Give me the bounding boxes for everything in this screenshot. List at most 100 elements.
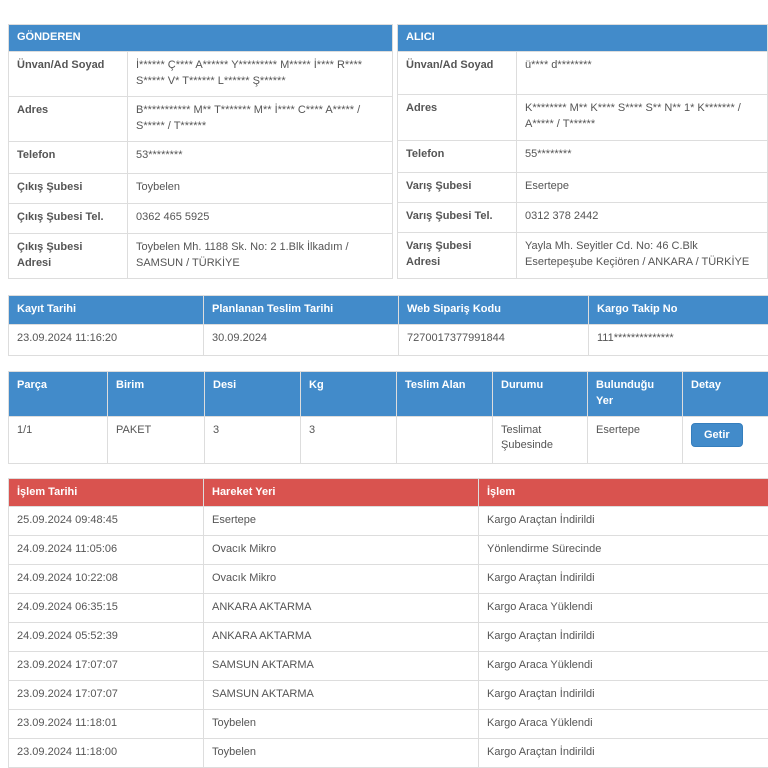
field-label: Ünvan/Ad Soyad [397, 51, 517, 96]
history-location: Toybelen [203, 737, 479, 768]
history-action: Kargo Araçtan İndirildi [478, 622, 768, 653]
history-location: SAMSUN AKTARMA [203, 651, 479, 682]
history-date: 23.09.2024 11:18:01 [8, 709, 204, 739]
column-header: Detay [682, 370, 768, 417]
table-row: Çıkış Şubesi Adresi Toybelen Mh. 1188 Sk… [8, 232, 393, 279]
field-value: 0312 378 2442 [516, 202, 768, 234]
column-header: İşlem Tarihi [8, 477, 204, 508]
history-action: Kargo Araçtan İndirildi [478, 506, 768, 537]
field-value: Yayla Mh. Seyitler Cd. No: 46 C.Blk Eser… [516, 232, 768, 279]
movement-history-table: İşlem Tarihi Hareket Yeri İşlem 25.09.20… [8, 477, 768, 768]
table-row: Ünvan/Ad Soyad İ****** Ç**** A****** Y**… [8, 50, 393, 97]
history-row: 24.09.2024 10:22:08 Ovacık Mikro Kargo A… [8, 564, 768, 595]
history-action: Kargo Araçtan İndirildi [478, 680, 768, 710]
field-label: Telefon [397, 139, 517, 173]
column-header: Kayıt Tarihi [8, 294, 204, 325]
getir-button[interactable]: Getir [691, 422, 743, 447]
history-location: Toybelen [203, 709, 479, 739]
history-action: Kargo Araca Yüklendi [478, 651, 768, 682]
column-header: Kg [300, 370, 397, 417]
field-label: Varış Şubesi [397, 171, 517, 204]
field-value: 0362 465 5925 [127, 202, 393, 234]
history-location: Ovacık Mikro [203, 564, 479, 595]
receiver-info-table: ALICI Ünvan/Ad Soyad ü**** d******** Adr… [397, 23, 768, 279]
table-row: 1/1 PAKET 3 3 Teslimat Şubesinde Esertep… [8, 415, 768, 464]
column-header: İşlem [478, 477, 768, 508]
history-row: 24.09.2024 11:05:06 Ovacık Mikro Yönlend… [8, 535, 768, 566]
column-header: Birim [107, 370, 205, 417]
field-value: 55******** [516, 139, 768, 173]
table-row: Çıkış Şubesi Toybelen [8, 172, 393, 204]
history-location: Ovacık Mikro [203, 535, 479, 566]
column-header: Parça [8, 370, 108, 417]
table-row: 23.09.2024 11:16:20 30.09.2024 727001737… [8, 323, 768, 356]
field-value: Esertepe [516, 171, 768, 204]
history-date: 23.09.2024 11:18:00 [8, 737, 204, 768]
field-value: İ****** Ç**** A****** Y********* M***** … [127, 50, 393, 97]
field-label: Adres [397, 94, 517, 141]
history-date: 23.09.2024 17:07:07 [8, 651, 204, 682]
field-label: Varış Şubesi Tel. [397, 202, 517, 234]
detail-cell: Getir [682, 415, 768, 464]
history-row: 23.09.2024 11:18:01 Toybelen Kargo Araca… [8, 709, 768, 739]
sender-header: GÖNDEREN [8, 24, 393, 52]
planned-delivery-value: 30.09.2024 [203, 323, 399, 356]
field-value: B*********** M** T******* M** İ**** C***… [127, 95, 393, 142]
history-date: 24.09.2024 11:05:06 [8, 535, 204, 566]
field-value: Toybelen [127, 172, 393, 204]
kg-value: 3 [300, 415, 397, 464]
shipment-summary-table: Kayıt Tarihi Planlanan Teslim Tarihi Web… [8, 294, 768, 356]
field-value: ü**** d******** [516, 51, 768, 96]
tracking-number-value: 111************** [588, 323, 768, 356]
history-row: 24.09.2024 06:35:15 ANKARA AKTARMA Kargo… [8, 593, 768, 624]
history-action: Kargo Araca Yüklendi [478, 593, 768, 624]
piece-value: 1/1 [8, 415, 108, 464]
history-date: 24.09.2024 06:35:15 [8, 593, 204, 624]
history-row: 23.09.2024 11:18:00 Toybelen Kargo Araçt… [8, 737, 768, 768]
package-table: Parça Birim Desi Kg Teslim Alan Durumu B… [8, 370, 768, 464]
table-row: Varış Şubesi Adresi Yayla Mh. Seyitler C… [397, 232, 768, 279]
history-action: Kargo Araçtan İndirildi [478, 564, 768, 595]
status-value: Teslimat Şubesinde [492, 415, 588, 464]
column-header: Kargo Takip No [588, 294, 768, 325]
current-location-value: Esertepe [587, 415, 683, 464]
table-row: Adres B*********** M** T******* M** İ***… [8, 95, 393, 142]
column-header: Desi [204, 370, 301, 417]
party-section: GÖNDEREN Ünvan/Ad Soyad İ****** Ç**** A*… [8, 23, 768, 279]
history-row: 23.09.2024 17:07:07 SAMSUN AKTARMA Kargo… [8, 680, 768, 710]
unit-value: PAKET [107, 415, 205, 464]
history-location: Esertepe [203, 506, 479, 537]
column-header: Planlanan Teslim Tarihi [203, 294, 399, 325]
field-label: Çıkış Şubesi Adresi [8, 232, 128, 279]
field-label: Ünvan/Ad Soyad [8, 50, 128, 97]
history-date: 24.09.2024 10:22:08 [8, 564, 204, 595]
table-row: Telefon 53******** [8, 140, 393, 174]
column-header: Durumu [492, 370, 588, 417]
history-action: Yönlendirme Sürecinde [478, 535, 768, 566]
desi-value: 3 [204, 415, 301, 464]
sender-info-table: GÖNDEREN Ünvan/Ad Soyad İ****** Ç**** A*… [8, 24, 393, 279]
history-location: ANKARA AKTARMA [203, 622, 479, 653]
history-row: 25.09.2024 09:48:45 Esertepe Kargo Araçt… [8, 506, 768, 537]
field-value: 53******** [127, 140, 393, 174]
column-header: Bulunduğu Yer [587, 370, 683, 417]
field-label: Adres [8, 95, 128, 142]
history-action: Kargo Araca Yüklendi [478, 709, 768, 739]
table-row: Varış Şubesi Esertepe [397, 171, 768, 204]
table-row: Çıkış Şubesi Tel. 0362 465 5925 [8, 202, 393, 234]
history-location: ANKARA AKTARMA [203, 593, 479, 624]
received-by-value [396, 415, 493, 464]
field-label: Telefon [8, 140, 128, 174]
field-value: Toybelen Mh. 1188 Sk. No: 2 1.Blk İlkadı… [127, 232, 393, 279]
history-location: SAMSUN AKTARMA [203, 680, 479, 710]
history-date: 25.09.2024 09:48:45 [8, 506, 204, 537]
column-header: Hareket Yeri [203, 477, 479, 508]
tracking-page: GÖNDEREN Ünvan/Ad Soyad İ****** Ç**** A*… [8, 23, 768, 768]
field-label: Varış Şubesi Adresi [397, 232, 517, 279]
field-value: K******** M** K**** S**** S** N** 1* K**… [516, 94, 768, 141]
history-date: 24.09.2024 05:52:39 [8, 622, 204, 653]
table-row: Varış Şubesi Tel. 0312 378 2442 [397, 202, 768, 234]
record-date-value: 23.09.2024 11:16:20 [8, 323, 204, 356]
column-header: Web Sipariş Kodu [398, 294, 589, 325]
history-action: Kargo Araçtan İndirildi [478, 737, 768, 768]
